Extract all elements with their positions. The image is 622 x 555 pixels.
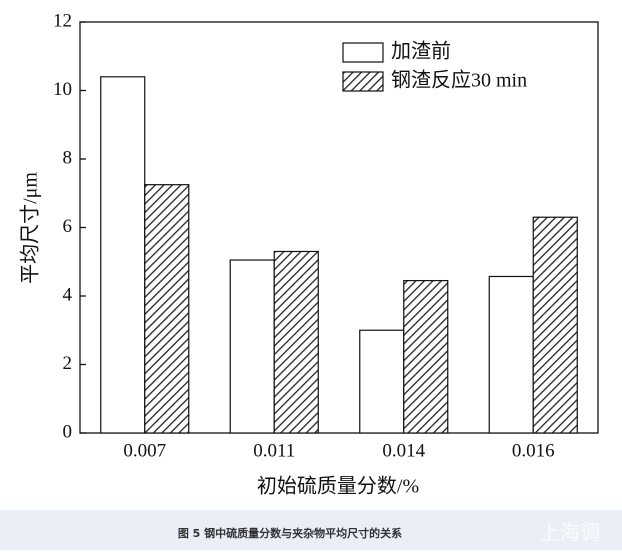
y-tick-label: 10 [53,79,72,100]
bar [273,250,319,434]
y-tick-label: 12 [53,10,72,31]
bar [229,259,275,434]
legend-label: 钢渣反应30 min [391,69,527,92]
watermark: 上海调 [540,521,600,545]
y-tick-label: 0 [63,421,73,442]
x-tick-label: 0.016 [512,440,555,461]
legend-swatch [342,71,384,92]
y-tick-label: 8 [63,147,73,168]
x-tick-label: 0.007 [123,440,166,461]
bar [488,275,534,434]
y-tick-label: 2 [63,353,73,374]
x-tick-label: 0.011 [253,440,295,461]
bar [403,279,449,434]
x-axis-label: 初始硫质量分数/% [257,475,419,498]
legend-swatch [342,42,384,63]
x-tick-label: 0.014 [382,440,425,461]
bar [144,184,190,434]
caption: 图 5 钢中硫质量分数与夹杂物平均尺寸的关系 [178,526,402,540]
caption-band [0,510,622,550]
y-axis-label: 平均尺寸/μm [19,172,42,284]
bar [359,329,405,434]
y-tick-label: 4 [63,284,73,305]
legend-label: 加渣前 [391,40,451,63]
y-tick-label: 6 [63,216,73,237]
bar [100,76,146,434]
bar [532,216,578,434]
